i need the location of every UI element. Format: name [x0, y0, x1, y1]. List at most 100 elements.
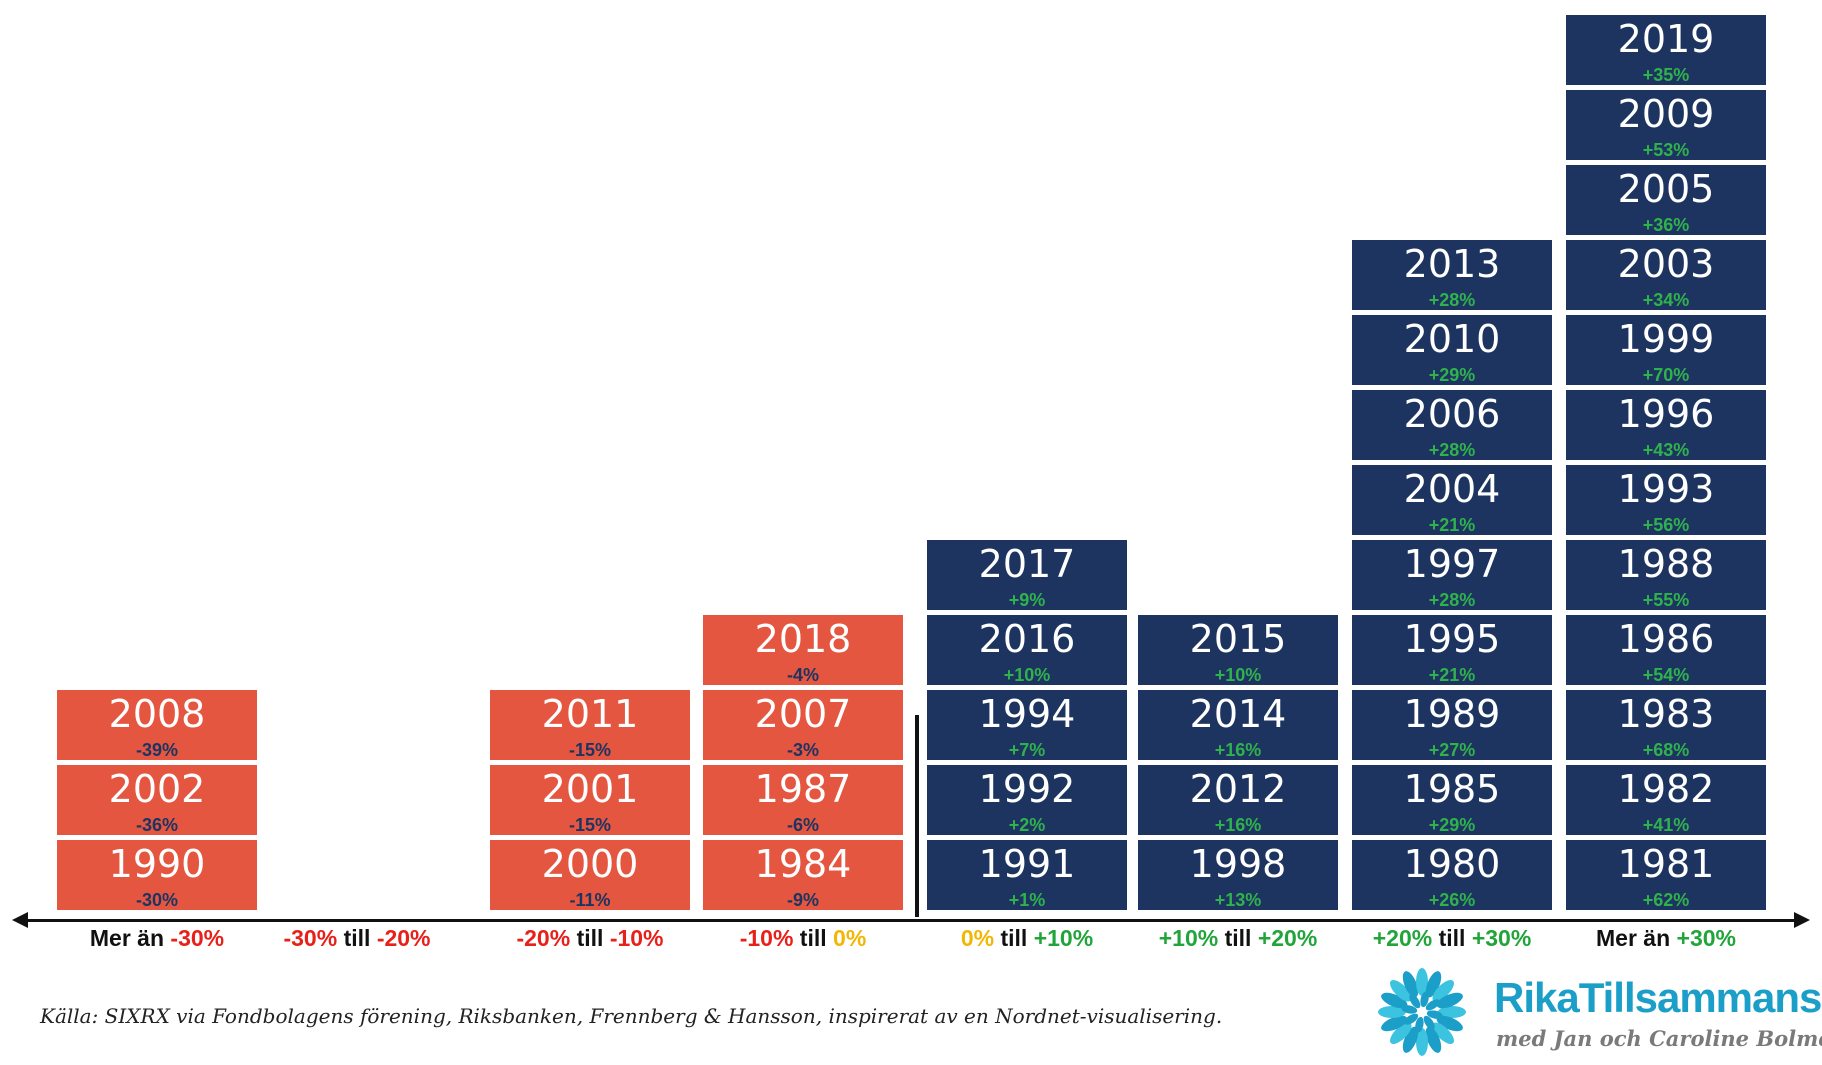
- tile-return: -9%: [786, 890, 819, 910]
- brand-logo[interactable]: RikaTillsammans med Jan och Caroline Bol…: [1362, 960, 1822, 1065]
- logo-inner-petal: [1420, 991, 1429, 1008]
- tile-year: 2005: [1617, 167, 1715, 211]
- year-tile-2015: 2015 +10%: [1138, 615, 1338, 685]
- year-tile-2012: 2012 +16%: [1138, 765, 1338, 835]
- tile-return: +56%: [1642, 515, 1690, 535]
- tile-return: +55%: [1642, 590, 1690, 610]
- year-tile-2016: 2016 +10%: [927, 615, 1127, 685]
- category-label: -30% till -20%: [283, 925, 430, 952]
- year-tile-2006: 2006 +28%: [1352, 390, 1552, 460]
- category-label-part: till: [793, 925, 834, 951]
- category-label-part: till: [1218, 925, 1258, 951]
- tile-year: 1992: [978, 767, 1076, 811]
- year-tile-1982: 1982 +41%: [1566, 765, 1766, 835]
- tile-year: 2008: [108, 692, 206, 736]
- tile-return: +13%: [1214, 890, 1262, 910]
- year-tile-2014: 2014 +16%: [1138, 690, 1338, 760]
- category-label-part: -30%: [170, 925, 225, 951]
- tile-year: 1990: [108, 842, 206, 886]
- tile-return: +29%: [1428, 815, 1476, 835]
- year-tile-1985: 1985 +29%: [1352, 765, 1552, 835]
- year-tile-1995: 1995 +21%: [1352, 615, 1552, 685]
- year-tile-1990: 1990 -30%: [57, 840, 257, 910]
- tile-year: 1983: [1617, 692, 1715, 736]
- category-label: +10% till +20%: [1159, 925, 1318, 952]
- tile-return: +28%: [1428, 290, 1476, 310]
- tile-return: +7%: [1008, 740, 1046, 760]
- tile-year: 1989: [1403, 692, 1501, 736]
- tile-year: 1988: [1617, 542, 1715, 586]
- tile-year: 2010: [1403, 317, 1501, 361]
- year-tile-1980: 1980 +26%: [1352, 840, 1552, 910]
- tile-return: -4%: [786, 665, 819, 685]
- year-tile-1994: 1994 +7%: [927, 690, 1127, 760]
- year-tile-2004: 2004 +21%: [1352, 465, 1552, 535]
- year-tile-1993: 1993 +56%: [1566, 465, 1766, 535]
- tile-return: +16%: [1214, 740, 1262, 760]
- tile-return: -11%: [569, 890, 611, 910]
- year-tile-2018: 2018 -4%: [703, 615, 903, 685]
- logo-petal: [1425, 1026, 1442, 1053]
- tile-return: +28%: [1428, 440, 1476, 460]
- tile-year: 1987: [754, 767, 852, 811]
- tile-return: +21%: [1428, 665, 1476, 685]
- logo-inner-petal: [1415, 1016, 1424, 1033]
- category-label-part: -30%: [283, 925, 338, 951]
- tile-return: -15%: [568, 740, 612, 760]
- logo-petal: [1390, 1022, 1412, 1044]
- brand-name: RikaTillsammans: [1494, 974, 1822, 1021]
- logo-inner-petal: [1426, 1010, 1443, 1019]
- year-tile-1983: 1983 +68%: [1566, 690, 1766, 760]
- year-tile-2003: 2003 +34%: [1566, 240, 1766, 310]
- tile-return: +29%: [1428, 365, 1476, 385]
- category-label-part: -10%: [609, 925, 664, 951]
- year-tile-2011: 2011 -15%: [490, 690, 690, 760]
- year-tile-2009: 2009 +53%: [1566, 90, 1766, 160]
- tile-year: 2004: [1403, 467, 1501, 511]
- tile-year: 2019: [1617, 17, 1715, 61]
- tile-year: 2002: [108, 767, 206, 811]
- category-label-part: 0%: [833, 925, 867, 951]
- tile-return: +41%: [1642, 815, 1690, 835]
- axis-arrow-left-icon: [12, 912, 28, 928]
- logo-inner-petal: [1425, 999, 1440, 1011]
- tile-return: +43%: [1642, 440, 1690, 460]
- tile-return: +68%: [1642, 740, 1690, 760]
- logo-petal: [1416, 1028, 1428, 1056]
- tile-year: 1984: [754, 842, 852, 886]
- tile-return: -3%: [786, 740, 819, 760]
- tile-year: 2001: [541, 767, 639, 811]
- category-label-part: till: [1432, 925, 1472, 951]
- tile-year: 2000: [541, 842, 639, 886]
- tile-year: 1991: [978, 842, 1076, 886]
- tile-year: 2014: [1189, 692, 1287, 736]
- tile-return: +34%: [1642, 290, 1690, 310]
- year-tile-1996: 1996 +43%: [1566, 390, 1766, 460]
- category-label-part: till: [337, 925, 377, 951]
- category-label-part: -20%: [516, 925, 571, 951]
- year-tile-1989: 1989 +27%: [1352, 690, 1552, 760]
- source-note: Källa: SIXRX via Fondbolagens förening, …: [40, 1004, 1223, 1028]
- tile-return: -39%: [135, 740, 179, 760]
- category-label: +20% till +30%: [1373, 925, 1532, 952]
- tile-return: +2%: [1008, 815, 1046, 835]
- year-tile-1997: 1997 +28%: [1352, 540, 1552, 610]
- tile-year: 1982: [1617, 767, 1715, 811]
- tile-return: -6%: [786, 815, 819, 835]
- tile-year: 1993: [1617, 467, 1715, 511]
- tile-year: 1985: [1403, 767, 1501, 811]
- tile-year: 1981: [1617, 842, 1715, 886]
- year-tile-2002: 2002 -36%: [57, 765, 257, 835]
- tile-return: +10%: [1214, 665, 1262, 685]
- year-tile-1998: 1998 +13%: [1138, 840, 1338, 910]
- tile-year: 1996: [1617, 392, 1715, 436]
- year-tile-1984: 1984 -9%: [703, 840, 903, 910]
- year-tile-1999: 1999 +70%: [1566, 315, 1766, 385]
- logo-petal: [1378, 1006, 1406, 1018]
- logo-petal: [1432, 980, 1454, 1002]
- category-label: -10% till 0%: [740, 925, 867, 952]
- tile-return: +53%: [1642, 140, 1690, 160]
- tile-return: +70%: [1642, 365, 1690, 385]
- category-label-part: +30%: [1676, 925, 1736, 951]
- category-label-part: +10%: [1158, 925, 1219, 951]
